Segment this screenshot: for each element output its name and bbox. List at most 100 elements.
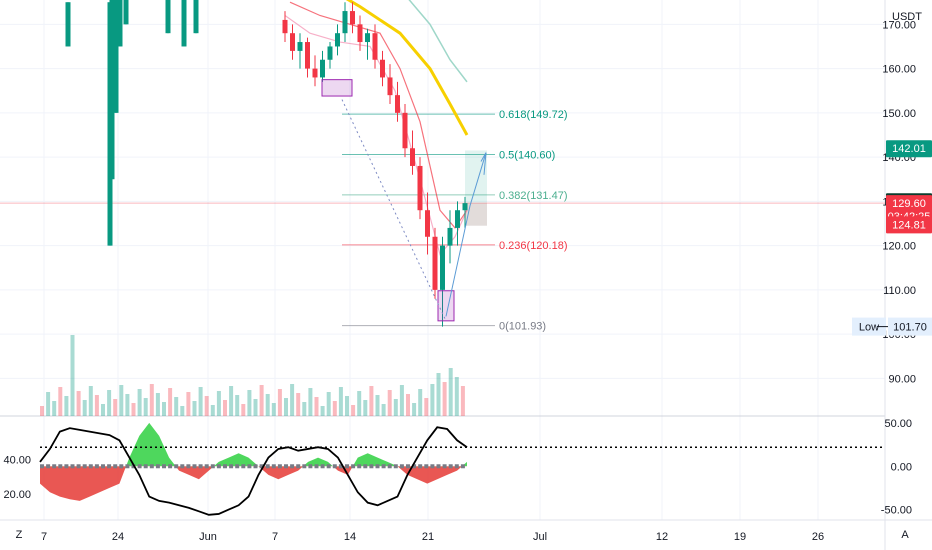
volume-bar: [308, 388, 313, 416]
osc-zero-dot: [436, 464, 441, 469]
volume-bar: [241, 404, 246, 416]
volume-bar: [107, 390, 112, 416]
osc-zero-dot: [94, 464, 99, 469]
candle-body: [417, 165, 423, 211]
osc-zero-dot: [326, 464, 331, 469]
osc-zero-dot: [125, 464, 130, 469]
candle-body: [109, 0, 115, 180]
fib-label: 0.236(120.18): [499, 240, 568, 252]
projection-arrowhead[interactable]: [480, 152, 487, 175]
osc-zero-dot: [424, 464, 429, 469]
osc-zero-dot: [369, 464, 374, 469]
osc-zero-dot: [40, 464, 44, 469]
candle-body: [327, 46, 333, 60]
candle-body: [425, 210, 430, 237]
osc-zero-dot: [277, 464, 282, 469]
candle-body: [372, 33, 378, 60]
osc-zero-dot: [107, 464, 112, 469]
osc-tick-label: -50.00: [881, 505, 912, 517]
projection-path[interactable]: [445, 152, 487, 317]
time-tick-label: Jul: [533, 531, 547, 543]
osc-zero-dot: [82, 464, 87, 469]
volume-bar: [406, 394, 410, 416]
volume-bar: [430, 384, 435, 416]
fib-label: 0.382(131.47): [499, 190, 568, 202]
volume-bar: [271, 403, 276, 416]
candle-body: [455, 210, 460, 228]
osc-zero-dot: [375, 464, 380, 469]
price-badge-label: 129.60: [892, 198, 926, 210]
time-axis[interactable]: 7 24 Jun 7 14 21 Jul 12 19 26: [41, 531, 824, 543]
volume-bar: [284, 398, 288, 416]
volume-bar: [448, 368, 453, 416]
volume-bar: [204, 396, 209, 416]
zoom-button-label: Z: [16, 529, 23, 541]
candle-body: [282, 19, 288, 34]
candle-body: [380, 59, 385, 78]
volume-bar: [40, 406, 44, 416]
osc-left-tick-label: 40.00: [3, 454, 31, 466]
price-badge: [886, 216, 932, 234]
time-tick-label: 14: [344, 531, 356, 543]
osc-zero-dot: [119, 464, 124, 469]
osc-zero-dot: [168, 464, 173, 469]
volume-bar: [381, 404, 386, 416]
volume-bar: [387, 390, 392, 416]
volume-bar: [393, 399, 398, 416]
osc-zero-dot: [345, 464, 349, 469]
volume-bar: [210, 405, 215, 416]
osc-zero-dot: [46, 464, 51, 469]
volume-bar: [113, 399, 118, 416]
volume-bar: [418, 389, 423, 416]
osc-zero-dot: [284, 464, 288, 469]
volume-bar: [180, 406, 185, 416]
osc-zero-dot: [216, 464, 221, 469]
osc-zero-dot: [155, 464, 160, 469]
low-label-box: [852, 317, 886, 336]
trend-line-dashed[interactable]: [341, 99, 447, 322]
time-tick-label: 12: [656, 531, 668, 543]
osc-zero-dot: [308, 464, 313, 469]
price-tick-label: 150.00: [882, 108, 916, 120]
candle-body: [350, 11, 355, 25]
ma-yellow: [345, 0, 469, 136]
candle-body: [335, 33, 340, 47]
time-tick-label: 7: [272, 531, 278, 543]
zoom-button[interactable]: [8, 523, 30, 545]
osc-zero-dot: [290, 464, 295, 469]
fibonacci-retracement[interactable]: 0.618(149.72) 0.5(140.60) 0.382(131.47) 0.2…: [0, 109, 885, 333]
drawings[interactable]: [321, 79, 487, 322]
candle-body: [312, 68, 318, 78]
osc-zero-dot: [265, 464, 270, 469]
oscillator-axis[interactable]: 50.00 0.00 -50.00 40.00 20.00: [3, 418, 912, 517]
candle-body: [395, 95, 400, 113]
price-badge-label: 142.01: [892, 143, 926, 155]
volume-bar: [149, 384, 154, 416]
candle-body: [165, 0, 171, 34]
time-tick-label: 26: [812, 531, 824, 543]
marker-box-high[interactable]: [321, 79, 353, 97]
time-tick-label: 19: [734, 531, 746, 543]
volume-bar: [70, 335, 75, 416]
volume-bar: [143, 398, 148, 416]
candle-body: [365, 33, 370, 43]
osc-zero-dot: [430, 464, 435, 469]
osc-zero-dot: [70, 464, 75, 469]
osc-zero-dot: [442, 464, 447, 469]
osc-zero-dot: [320, 464, 325, 469]
auto-scale-button[interactable]: [894, 523, 916, 545]
osc-zero-dot: [137, 464, 142, 469]
volume-bar: [155, 393, 160, 416]
volume-bar: [247, 390, 252, 416]
time-tick-label: Jun: [199, 531, 217, 543]
volume-bar: [186, 392, 191, 416]
volume-bar: [351, 405, 356, 416]
osc-zero-dot: [247, 464, 252, 469]
candle-body: [305, 42, 310, 69]
osc-zero-dot: [113, 464, 118, 469]
osc-zero-dot: [393, 464, 398, 469]
fib-label: 0.618(149.72): [499, 109, 568, 121]
osc-histogram-positive: [126, 422, 467, 467]
